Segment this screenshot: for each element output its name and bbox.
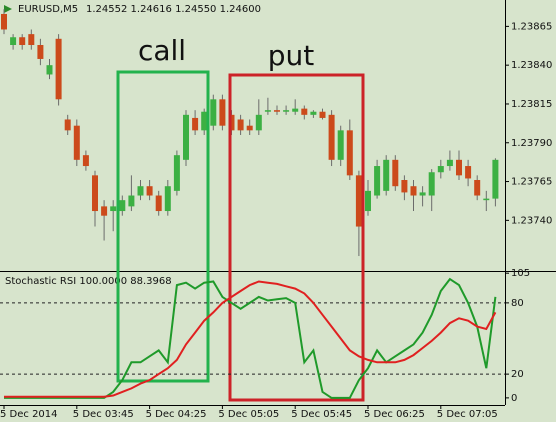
- candle-body: [164, 186, 171, 212]
- candle-body: [37, 45, 44, 59]
- candle-body: [246, 125, 253, 131]
- x-tick-label: 5 Dec 05:45: [291, 409, 352, 420]
- candle-body: [173, 155, 180, 191]
- candle-body: [10, 37, 17, 45]
- candle-body: [183, 114, 189, 160]
- candle-body: [392, 159, 399, 187]
- candle-body: [192, 117, 199, 131]
- y-tick-label: 1.23815: [511, 99, 552, 110]
- candle-body: [365, 190, 371, 212]
- x-tick-label: 5 Dec 03:45: [73, 409, 134, 420]
- candle-body: [19, 37, 26, 45]
- candle-body: [155, 195, 162, 212]
- candle-body: [137, 186, 144, 196]
- candle-body: [301, 108, 308, 115]
- candle-body: [146, 186, 153, 196]
- y-tick-label: 1.23840: [511, 60, 552, 71]
- candle-body: [219, 99, 226, 126]
- candle-body: [310, 111, 317, 115]
- candle-body: [119, 200, 126, 212]
- candle-body: [210, 99, 217, 126]
- candle-body: [1, 13, 7, 30]
- annotation-box: [228, 73, 365, 402]
- candle-body: [337, 130, 344, 160]
- candle-body: [319, 111, 326, 118]
- candle-body: [446, 159, 453, 167]
- candle-body: [274, 110, 280, 112]
- candle-body: [474, 180, 481, 196]
- candle-body: [410, 186, 417, 196]
- annotation-label: call: [138, 34, 186, 67]
- y-tick-label: 80: [511, 298, 524, 309]
- y-tick-label: 1.23765: [511, 177, 552, 188]
- candle-body: [374, 166, 381, 196]
- x-tick-label: 5 Dec 07:05: [437, 409, 498, 420]
- candle-body: [128, 195, 135, 207]
- candle-body: [55, 38, 62, 100]
- candle-body: [264, 110, 271, 112]
- candle-body: [383, 159, 390, 191]
- candle-body: [292, 108, 299, 112]
- candle-body: [201, 111, 208, 131]
- candle-body: [437, 166, 444, 173]
- candle-body: [428, 172, 435, 196]
- candle-body: [465, 166, 472, 179]
- candle-body: [346, 130, 353, 176]
- candle-body: [401, 180, 408, 193]
- x-tick-label: 5 Dec 04:25: [146, 409, 207, 420]
- candle-body: [419, 192, 426, 196]
- annotation-label: put: [268, 39, 315, 72]
- annotation-box: [116, 70, 210, 383]
- indicator-title: Stochastic RSI 100.0000 88.3968: [5, 276, 172, 287]
- y-tick-label: 20: [511, 369, 524, 380]
- symbol: EURUSD,M5: [18, 4, 78, 15]
- candle-body: [255, 114, 262, 131]
- candle-body: [64, 119, 71, 131]
- y-tick-label: 1.23740: [511, 215, 552, 226]
- indicator-line: [4, 277, 497, 399]
- candle-body: [110, 206, 117, 212]
- candle-body: [483, 198, 490, 201]
- symbol-icon: [4, 5, 12, 13]
- candle-body: [283, 110, 290, 112]
- candle-body: [92, 175, 98, 212]
- y-tick-label: 1.23865: [511, 21, 552, 32]
- quote: 1.24552 1.24616 1.24550 1.24600: [86, 4, 261, 15]
- candle-body: [328, 114, 335, 160]
- candle-body: [456, 159, 462, 176]
- candle-body: [492, 159, 499, 199]
- x-tick-label: 5 Dec 06:25: [364, 409, 425, 420]
- y-tick-label: 1.23790: [511, 138, 552, 149]
- candle-body: [73, 125, 80, 160]
- candle-body: [82, 155, 89, 167]
- x-tick-label: 5 Dec 05:05: [218, 409, 279, 420]
- candle-body: [237, 119, 244, 131]
- candle-body: [46, 65, 53, 75]
- candle-body: [355, 175, 362, 227]
- y-tick-label: 105: [511, 268, 530, 279]
- y-tick-label: 0: [511, 393, 517, 404]
- x-tick-label: 5 Dec 2014: [0, 409, 58, 420]
- candle-body: [101, 206, 108, 216]
- indicator-line: [4, 280, 497, 398]
- candle-body: [28, 34, 35, 45]
